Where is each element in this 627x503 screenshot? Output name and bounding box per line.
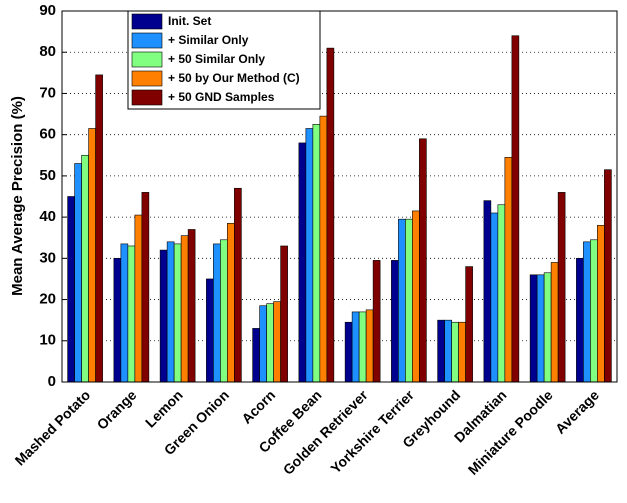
bar [576, 258, 584, 383]
bar [213, 243, 221, 383]
bar [490, 212, 499, 383]
bar [358, 311, 367, 383]
y-tick-label: 80 [39, 43, 56, 60]
bar [344, 321, 353, 383]
bar [127, 245, 136, 383]
legend-swatch [131, 89, 163, 106]
bar [134, 214, 143, 383]
bar [298, 142, 307, 383]
bar [504, 157, 513, 383]
bar [280, 245, 288, 383]
bar [483, 200, 492, 383]
y-tick-label: 20 [39, 291, 56, 308]
bar [120, 243, 129, 383]
bar [166, 241, 175, 383]
legend-label: Init. Set [168, 14, 211, 28]
bar [227, 222, 235, 383]
bar [543, 272, 552, 383]
y-tick-label: 70 [39, 84, 56, 101]
bar [536, 274, 545, 383]
bar [113, 258, 122, 383]
bar [141, 192, 150, 383]
bar [557, 192, 566, 383]
bar [220, 239, 228, 383]
bar [95, 74, 103, 383]
legend-label: + 50 GND Samples [168, 90, 275, 104]
bar [590, 239, 598, 383]
legend-swatch [131, 13, 163, 30]
bar [305, 128, 314, 383]
x-tick-label: Acorn [238, 387, 278, 427]
x-tick-label: Orange [94, 387, 140, 433]
bar [550, 262, 559, 383]
y-tick-label: 90 [39, 2, 56, 19]
y-tick-label: 30 [39, 249, 56, 266]
bar [206, 278, 214, 383]
y-tick-label: 50 [39, 167, 56, 184]
bar [458, 321, 466, 383]
bar [67, 196, 75, 383]
x-tick-label: Mashed Potato [12, 387, 94, 469]
bar [259, 305, 267, 383]
bar [412, 210, 420, 383]
legend-swatch [131, 32, 163, 49]
y-tick-label: 60 [39, 126, 56, 143]
x-tick-label: Golden Retriever [280, 386, 371, 477]
legend-label: + Similar Only [168, 33, 249, 47]
bar [365, 309, 374, 383]
bar [266, 303, 274, 383]
bar [398, 218, 406, 383]
bar [187, 229, 196, 383]
bar [88, 128, 96, 383]
bar [74, 163, 82, 383]
legend-label: + 50 by Our Method (C) [168, 71, 300, 85]
x-tick-label: Lemon [142, 387, 186, 431]
plot-frame [61, 10, 618, 383]
x-tick-label: Average [552, 387, 602, 437]
bar [604, 169, 612, 383]
legend-swatch [131, 70, 163, 87]
bar [326, 47, 335, 383]
x-tick-label: Miniature Poodle [465, 387, 556, 478]
bar [319, 115, 328, 383]
bar [597, 225, 605, 383]
bar [405, 218, 413, 383]
bar [465, 266, 473, 383]
bar [391, 260, 399, 383]
bar [252, 328, 260, 383]
bar [451, 321, 459, 383]
bar [511, 35, 520, 383]
bar [583, 241, 591, 383]
legend-label: + 50 Similar Only [168, 52, 265, 66]
y-axis-label: Mean Average Precision (%) [9, 96, 26, 296]
bar [173, 243, 182, 383]
bar [273, 301, 281, 383]
bar [351, 311, 360, 383]
x-tick-label: Yorkshire Terrier [327, 386, 417, 476]
legend-swatch [131, 51, 163, 68]
bar [497, 204, 506, 383]
bar [437, 319, 445, 383]
bar [312, 124, 321, 383]
bar [159, 249, 168, 383]
bar [529, 274, 538, 383]
y-tick-label: 0 [48, 373, 56, 390]
legend: Init. Set + Similar Only + 50 Similar Only… [127, 10, 321, 110]
bar [444, 319, 452, 383]
bar [372, 260, 381, 383]
y-tick-label: 40 [39, 208, 56, 225]
y-tick-label: 10 [39, 332, 56, 349]
bar [81, 154, 89, 383]
bar [419, 138, 427, 383]
bar [234, 187, 242, 383]
bar [180, 235, 189, 383]
